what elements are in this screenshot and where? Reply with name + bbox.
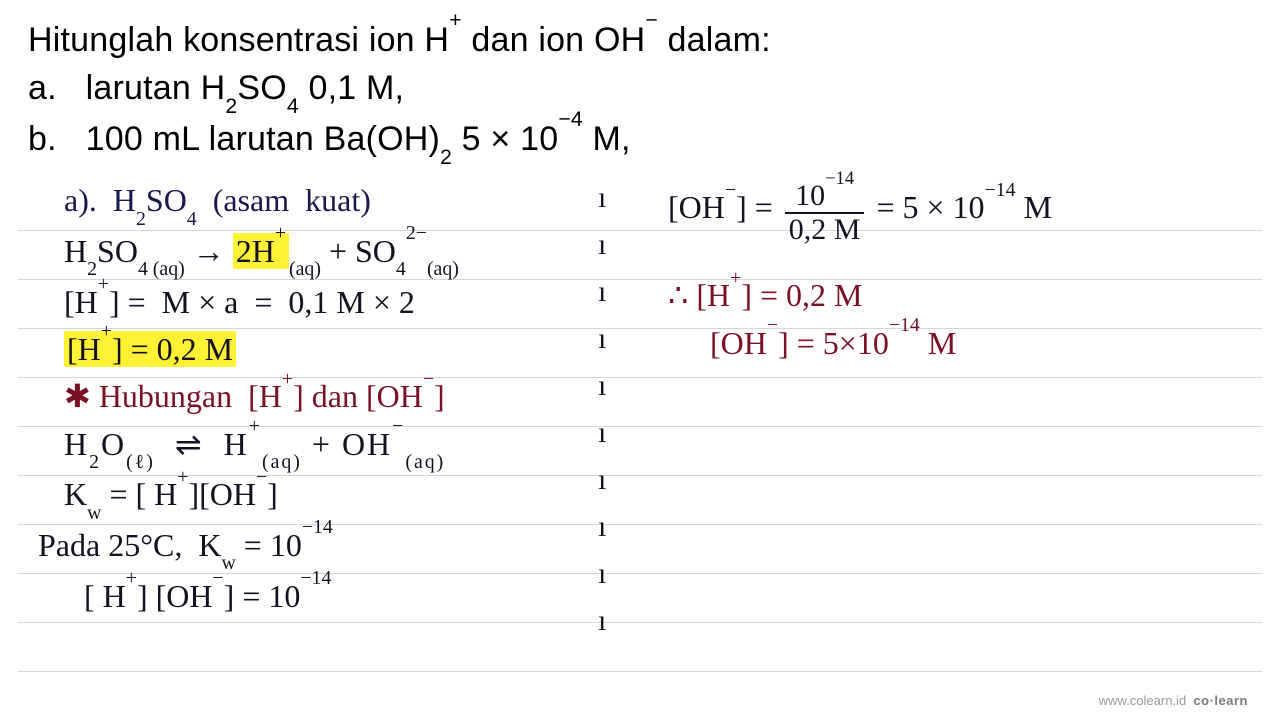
oh-frac-num: 10−14 [785, 180, 865, 214]
column-separator: ıııııııııı [598, 174, 606, 644]
label-a: a. [28, 66, 76, 112]
oh-pre: [OH−] = [668, 189, 781, 225]
item-b-text: 100 mL larutan Ba(OH)2 5 × 10−4 M, [86, 120, 631, 158]
oh-fraction: 10−14 0,2 M [785, 180, 865, 245]
line-water-eq: H2O(ℓ) ⇌ H+(aq) + OH−(aq) [28, 422, 598, 471]
line-therefore-h: ∴ [H+] = 0,2 M [668, 273, 1052, 318]
handwritten-solution: a). H2SO4 (asam kuat) H2SO4 (aq) → 2H+(a… [28, 174, 1252, 621]
line-kw-product: [ H+] [OH−] = 10−14 [28, 574, 598, 619]
watermark-site: www.colearn.id [1099, 693, 1186, 708]
hplus-result-hl: [H+] = 0,2 M [64, 331, 236, 367]
problem-item-b: b. 100 mL larutan Ba(OH)2 5 × 10−4 M, [28, 117, 1252, 166]
line-dissociation: H2SO4 (aq) → 2H+(aq) + SO42−(aq) [28, 229, 598, 278]
line-kw-25c: Pada 25°C, Kw = 10−14 [28, 523, 598, 572]
oh-post: = 5 × 10−14 M [876, 189, 1052, 225]
solution-left-column: a). H2SO4 (asam kuat) H2SO4 (aq) → 2H+(a… [28, 174, 598, 621]
watermark: www.colearn.id co·learn [1099, 693, 1248, 708]
diss-pre: H2SO4 (aq) → [64, 233, 233, 269]
problem-statement: Hitunglah konsentrasi ion H+ dan ion OH−… [28, 18, 1252, 166]
label-b: b. [28, 117, 76, 163]
item-a-text: larutan H2SO4 0,1 M, [86, 69, 405, 107]
solution-right-column: ıııııııııı [OH−] = 10−14 0,2 M = 5 × 10−… [598, 174, 1052, 621]
problem-title: Hitunglah konsentrasi ion H+ dan ion OH−… [28, 18, 1252, 64]
problem-item-a: a. larutan H2SO4 0,1 M, [28, 66, 1252, 115]
diss-hl: 2H+ [233, 233, 289, 269]
line-therefore-oh: [OH−] = 5×10−14 M [668, 321, 1052, 366]
line-a-heading: a). H2SO4 (asam kuat) [28, 178, 598, 227]
line-kw-def: Kw = [ H+][OH−] [28, 472, 598, 521]
line-oh-fraction: [OH−] = 10−14 0,2 M = 5 × 10−14 M [668, 178, 1052, 243]
oh-frac-den: 0,2 M [785, 214, 865, 245]
line-hplus-calc: [H+] = M × a = 0,1 M × 2 [28, 280, 598, 325]
line-hplus-result: [H+] = 0,2 M [28, 327, 598, 372]
diss-post: (aq) + SO42−(aq) [289, 233, 459, 269]
watermark-brand: co·learn [1193, 693, 1248, 708]
line-relation-heading: ✱ Hubungan [H+] dan [OH−] [28, 374, 598, 419]
